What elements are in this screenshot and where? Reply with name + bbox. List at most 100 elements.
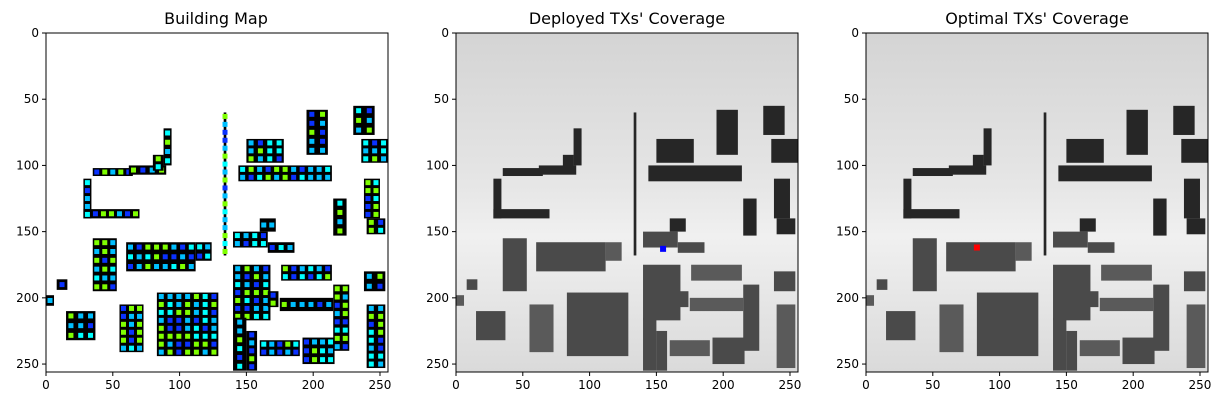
- tx-candidate-marker: [145, 244, 151, 250]
- tx-candidate-marker: [145, 254, 151, 260]
- tx-candidate-marker: [154, 264, 160, 270]
- tx-candidate-marker: [222, 201, 228, 207]
- tx-candidate-marker: [309, 138, 315, 144]
- tx-candidate-marker: [197, 244, 203, 250]
- tx-candidate-marker: [249, 364, 255, 370]
- tx-candidate-marker: [102, 169, 108, 175]
- tx-candidate-marker: [365, 180, 371, 186]
- building-shadow: [1173, 105, 1195, 135]
- tx-candidate-marker: [265, 166, 271, 172]
- tx-candidate-marker: [88, 332, 94, 338]
- tx-candidate-marker: [334, 344, 340, 350]
- tx-candidate-marker: [176, 309, 182, 315]
- building-shadow: [502, 168, 543, 177]
- tx-candidate-marker: [237, 354, 243, 360]
- tx-candidate-marker: [202, 309, 208, 315]
- tx-candidate-marker: [334, 335, 340, 341]
- tx-candidate-marker: [167, 309, 173, 315]
- tx-candidate-marker: [188, 254, 194, 260]
- tx-candidate-marker: [253, 266, 259, 272]
- building: [259, 218, 276, 232]
- tx-candidate-marker: [378, 361, 384, 367]
- plot-area: [865, 32, 1209, 373]
- tx-candidate-marker: [377, 283, 383, 289]
- building-shadow: [1053, 264, 1091, 321]
- x-tick-label: 100: [168, 378, 191, 392]
- tx-candidate-marker: [235, 305, 241, 311]
- tx-candidate-marker: [137, 321, 143, 327]
- tx-candidate-marker: [102, 266, 108, 272]
- tx-candidate-marker: [129, 321, 134, 327]
- tx-candidate-marker: [274, 174, 280, 180]
- y-tick-label: 0: [31, 26, 39, 40]
- building-shadow: [669, 340, 710, 357]
- tx-candidate-marker: [320, 339, 326, 345]
- building: [281, 264, 332, 281]
- tx-candidate-marker: [137, 313, 143, 319]
- building-shadow: [1079, 218, 1096, 232]
- tx-candidate-marker: [167, 349, 173, 355]
- building-shadow: [689, 297, 744, 312]
- x-tick-label: 0: [42, 378, 50, 392]
- building-shadow: [776, 304, 796, 369]
- tx-candidate-marker: [269, 222, 275, 228]
- building: [279, 297, 334, 312]
- tx-candidate-marker: [368, 329, 374, 335]
- tx-candidate-marker: [276, 156, 282, 162]
- building-shadow: [456, 295, 465, 306]
- tx-candidate-marker: [88, 323, 94, 329]
- tx-candidate-marker: [158, 349, 164, 355]
- building: [128, 165, 167, 175]
- tx-candidate-marker: [373, 188, 379, 194]
- tx-candidate-marker: [94, 169, 100, 175]
- tx-candidate-marker: [299, 174, 305, 180]
- tx-candidate-marker: [237, 319, 243, 325]
- building-shadow: [763, 105, 785, 135]
- tx-candidate-marker: [167, 341, 173, 347]
- tx-candidate-marker: [140, 167, 146, 173]
- tx-candidate-marker: [378, 321, 384, 327]
- y-tick-label: 50: [844, 92, 859, 106]
- tx-candidate-marker: [165, 149, 171, 155]
- tx-candidate-marker: [320, 348, 326, 354]
- tx-candidate-marker: [145, 264, 151, 270]
- tx-candidate-marker: [270, 300, 276, 306]
- tx-candidate-marker: [167, 294, 173, 300]
- tx-candidate-marker: [293, 341, 299, 347]
- tx-candidate-marker: [202, 294, 208, 300]
- tx-candidate-marker: [334, 311, 340, 317]
- tx-candidate-marker: [372, 140, 378, 146]
- building: [267, 291, 279, 308]
- building-shadow: [502, 238, 527, 292]
- tx-candidate-marker: [110, 248, 116, 254]
- tx-candidate-marker: [248, 166, 254, 172]
- tx-candidate-marker: [120, 337, 126, 343]
- plot-area: [45, 32, 389, 373]
- y-tick-label: 150: [16, 225, 39, 239]
- tx-candidate-marker: [193, 325, 199, 331]
- tx-candidate-marker: [366, 127, 372, 133]
- y-tick-label: 150: [426, 225, 449, 239]
- y-tick-label: 50: [24, 92, 39, 106]
- y-tick-label: 200: [836, 291, 859, 305]
- tx-candidate-marker: [312, 339, 318, 345]
- tx-candidate-marker: [365, 188, 371, 194]
- tx-candidate-marker: [356, 108, 362, 114]
- tx-candidate-marker: [154, 244, 160, 250]
- tx-candidate-marker: [197, 253, 203, 259]
- tx-candidate-marker: [211, 325, 217, 331]
- tx-candidate-marker: [193, 341, 199, 347]
- tx-candidate-marker: [176, 333, 182, 339]
- tx-candidate-marker: [176, 317, 182, 323]
- building-shadow: [1087, 242, 1115, 253]
- tx-candidate-marker: [202, 317, 208, 323]
- building-shadow: [1122, 337, 1155, 365]
- tx-candidate-marker: [366, 117, 372, 123]
- x-tick-label: 150: [235, 378, 258, 392]
- tx-candidate-marker: [102, 257, 108, 263]
- tx-candidate-marker: [137, 329, 143, 335]
- tx-candidate-marker: [185, 294, 191, 300]
- tx-candidate-marker: [162, 254, 168, 260]
- tx-candidate-marker: [337, 228, 343, 234]
- tx-candidate-marker: [133, 211, 139, 217]
